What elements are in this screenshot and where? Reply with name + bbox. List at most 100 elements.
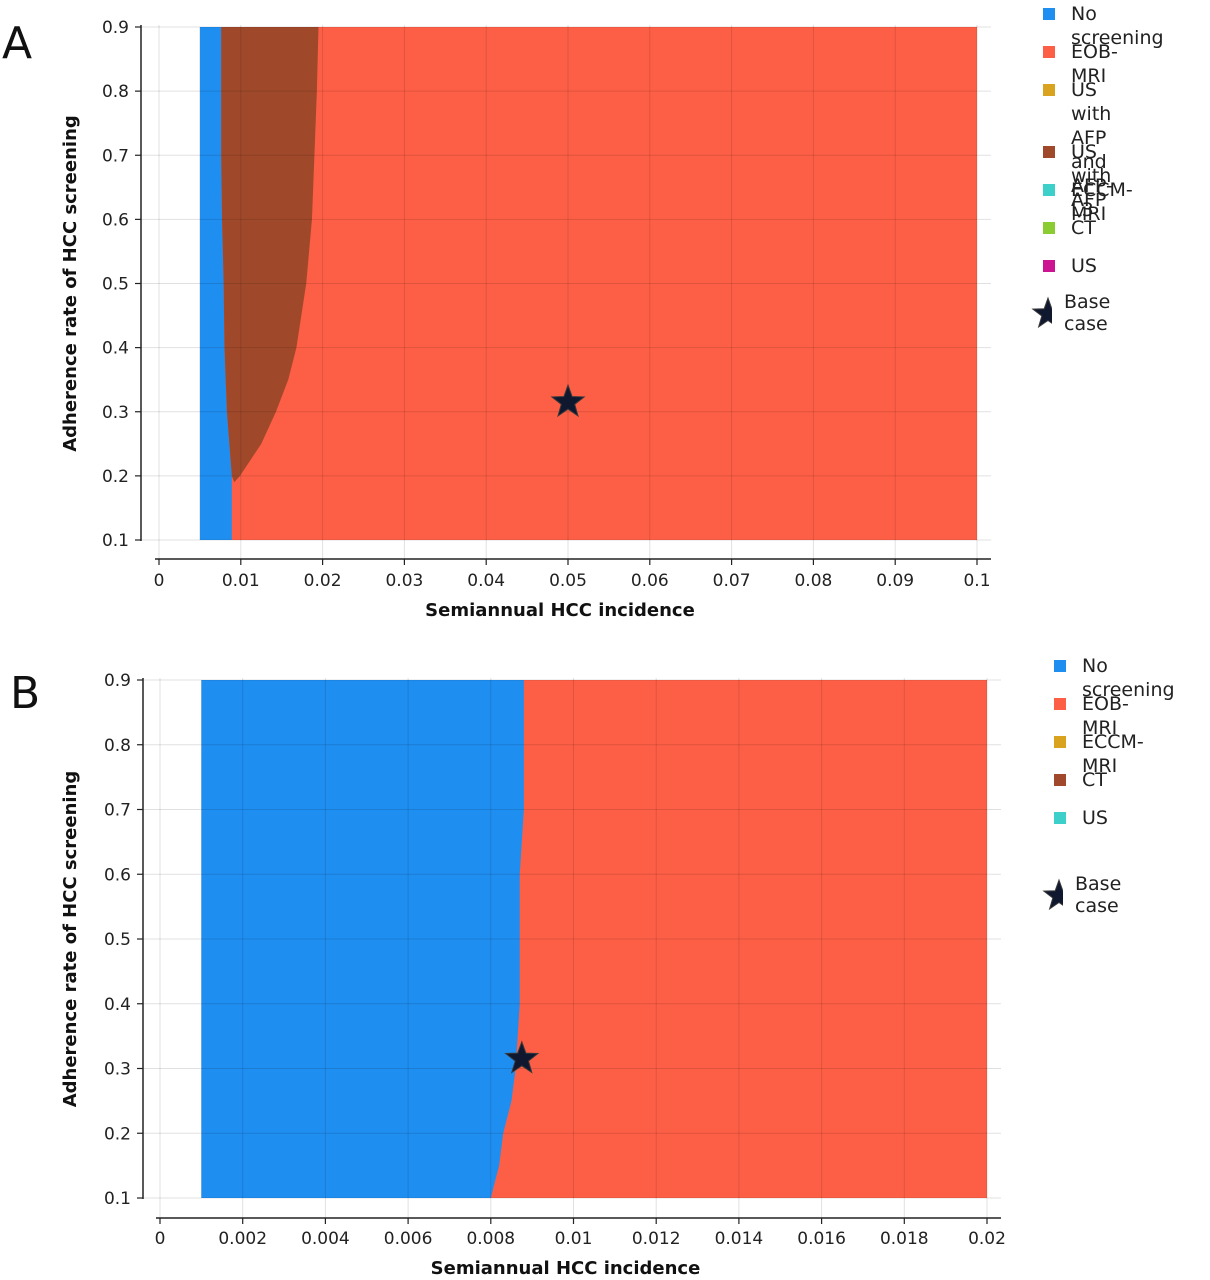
y-tick-label: 0.8 bbox=[102, 82, 129, 102]
x-tick-label: 0.09 bbox=[876, 571, 914, 591]
x-tick-label: 0.01 bbox=[222, 571, 260, 591]
region-eob-mri bbox=[199, 27, 977, 540]
x-axis-title: Semiannual HCC incidence bbox=[425, 600, 695, 621]
legend-swatch bbox=[1054, 660, 1066, 672]
x-tick-label: 0.06 bbox=[631, 571, 669, 591]
y-tick-label: 0.7 bbox=[104, 801, 131, 821]
x-tick-label: 0.004 bbox=[301, 1229, 350, 1249]
x-tick-label: 0.014 bbox=[715, 1229, 764, 1249]
star-icon bbox=[1031, 296, 1052, 329]
legend-item: CT bbox=[1054, 768, 1107, 792]
x-tick-label: 0.02 bbox=[968, 1229, 1006, 1249]
legend-label: CT bbox=[1071, 217, 1096, 239]
x-tick-label: 0.03 bbox=[385, 571, 423, 591]
legend-item: US with AFP and AFP-L3 bbox=[1043, 78, 1113, 222]
y-tick-label: 0.4 bbox=[102, 339, 129, 359]
legend-swatch bbox=[1054, 698, 1066, 710]
base-case-star-marker bbox=[504, 1040, 540, 1074]
legend-item: No screening bbox=[1043, 2, 1164, 50]
x-tick-label: 0.04 bbox=[467, 571, 505, 591]
star-icon-shape bbox=[1031, 296, 1052, 329]
chart-panel-b: B 0 0.002 0.004 0.006 0.008 0.01 0.012 0.014 0.0… bbox=[0, 640, 1210, 1280]
y-tick-label: 0.3 bbox=[102, 403, 129, 423]
legend-item: ECCM-MRI bbox=[1054, 730, 1144, 778]
legend-label: No screening bbox=[1071, 3, 1164, 49]
region-us-with-afp bbox=[221, 27, 319, 483]
chart-a-svg: 0 0.01 0.02 0.03 0.04 0.05 0.06 0.07 0.08 0.09 0.1… bbox=[60, 18, 991, 621]
legend-item: ECCM-MRI bbox=[1043, 178, 1133, 226]
legend-label: No screening bbox=[1082, 655, 1175, 701]
region-no-screening bbox=[199, 27, 232, 540]
legend-base-case: Base case bbox=[1042, 873, 1134, 917]
regions bbox=[201, 680, 988, 1198]
y-tick-label: 0.1 bbox=[102, 531, 129, 551]
y-axis-title: Adherence rate of HCC screening bbox=[60, 115, 81, 452]
y-tick-label: 0.4 bbox=[104, 995, 131, 1015]
y-tick-label: 0.5 bbox=[104, 930, 131, 950]
legend-label: EOB-MRI bbox=[1071, 41, 1118, 87]
x-tick-label: 0.006 bbox=[384, 1229, 433, 1249]
y-tick-label: 0.5 bbox=[102, 275, 129, 295]
y-tick-label: 0.2 bbox=[102, 467, 129, 487]
legend-swatch bbox=[1054, 812, 1066, 824]
legend-swatch bbox=[1043, 222, 1055, 234]
legend-swatch bbox=[1043, 46, 1055, 58]
x-tick-label: 0.012 bbox=[632, 1229, 681, 1249]
legend-item: CT bbox=[1043, 216, 1096, 240]
x-tick-label: 0.01 bbox=[555, 1229, 593, 1249]
legend-label: US bbox=[1082, 807, 1108, 829]
legend-item: US with AFP bbox=[1043, 140, 1111, 212]
legend-base-case-label: Base case bbox=[1075, 873, 1122, 917]
legend-swatch bbox=[1043, 184, 1055, 196]
x-tick-label: 0.002 bbox=[218, 1229, 267, 1249]
x-axis-title: Semiannual HCC incidence bbox=[431, 1258, 701, 1279]
legend-swatch bbox=[1054, 774, 1066, 786]
legend-label: US bbox=[1071, 255, 1097, 277]
y-tick-label: 0.6 bbox=[102, 210, 129, 230]
chart-panel-a: A 0 0.01 0.02 0.03 0.04 0.05 0.06 0.07 0.08 0.09 0… bbox=[0, 0, 1210, 630]
y-tick-label: 0.1 bbox=[104, 1189, 131, 1209]
y-ticks: 0.1 0.2 0.3 0.4 0.5 0.6 0.7 0.8 0.9 bbox=[102, 18, 141, 551]
y-axis-title: Adherence rate of HCC screening bbox=[60, 771, 81, 1108]
legend-base-case: Base case bbox=[1031, 291, 1123, 335]
base-case-star-marker bbox=[550, 383, 586, 418]
y-ticks: 0.1 0.2 0.3 0.4 0.5 0.6 0.7 0.8 0.9 bbox=[104, 671, 143, 1209]
star-icon bbox=[1042, 878, 1063, 911]
x-tick-label: 0.07 bbox=[713, 571, 751, 591]
legend-label: US with AFP and AFP-L3 bbox=[1071, 79, 1113, 221]
legend-item: No screening bbox=[1054, 654, 1175, 702]
legend-swatch bbox=[1054, 736, 1066, 748]
gridlines bbox=[141, 25, 991, 559]
x-tick-label: 0.018 bbox=[880, 1229, 929, 1249]
legend-swatch bbox=[1043, 8, 1055, 20]
regions bbox=[199, 27, 977, 540]
x-ticks: 0 0.002 0.004 0.006 0.008 0.01 0.012 0.014 0.016… bbox=[155, 1218, 1006, 1249]
y-tick-label: 0.7 bbox=[102, 146, 129, 166]
legend-item: EOB-MRI bbox=[1043, 40, 1118, 88]
legend-swatch bbox=[1043, 84, 1055, 96]
x-tick-label: 0.008 bbox=[466, 1229, 515, 1249]
legend-label: ECCM-MRI bbox=[1082, 731, 1144, 777]
y-tick-label: 0.6 bbox=[104, 865, 131, 885]
legend-swatch bbox=[1043, 260, 1055, 272]
y-tick-label: 0.9 bbox=[104, 671, 131, 691]
panel-label: B bbox=[10, 668, 41, 719]
legend-base-case-label: Base case bbox=[1064, 291, 1111, 335]
y-tick-label: 0.2 bbox=[104, 1124, 131, 1144]
legend-item: EOB-MRI bbox=[1054, 692, 1129, 740]
legend-label: EOB-MRI bbox=[1082, 693, 1129, 739]
y-tick-label: 0.9 bbox=[102, 18, 129, 38]
legend-item: US bbox=[1043, 254, 1097, 278]
panel-label: A bbox=[2, 18, 33, 69]
star-icon-shape bbox=[1042, 878, 1063, 911]
gridlines bbox=[143, 678, 1001, 1218]
legend-label: ECCM-MRI bbox=[1071, 179, 1133, 225]
region-no-screening bbox=[201, 680, 524, 1198]
legend-item: US bbox=[1054, 806, 1108, 830]
x-tick-label: 0 bbox=[154, 571, 165, 591]
x-tick-label: 0.02 bbox=[304, 571, 342, 591]
x-ticks: 0 0.01 0.02 0.03 0.04 0.05 0.06 0.07 0.08 0.09 0.1 bbox=[154, 559, 991, 591]
legend-label: US with AFP bbox=[1071, 141, 1112, 211]
x-tick-label: 0 bbox=[155, 1229, 166, 1249]
y-tick-label: 0.8 bbox=[104, 736, 131, 756]
